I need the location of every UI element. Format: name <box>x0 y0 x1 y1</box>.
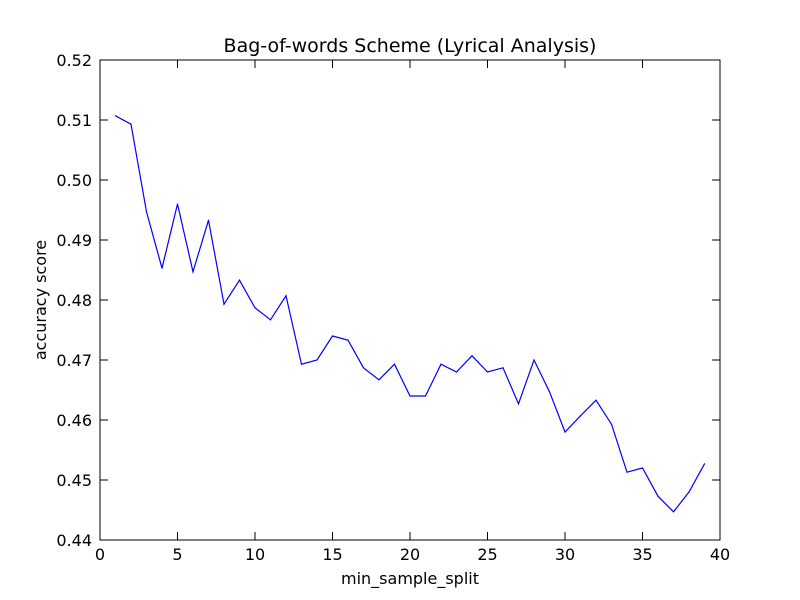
chart-title: Bag-of-words Scheme (Lyrical Analysis) <box>224 35 597 57</box>
data-point <box>254 307 256 309</box>
data-point <box>269 319 272 321</box>
data-point <box>176 203 179 205</box>
x-axis-title: min_sample_split <box>341 569 479 589</box>
x-tick-label: 40 <box>710 545 730 564</box>
data-point <box>610 423 613 425</box>
data-point <box>192 271 194 273</box>
x-tick-label: 35 <box>632 545 652 564</box>
data-point <box>672 511 675 513</box>
data-point <box>626 471 628 473</box>
data-point <box>564 431 566 433</box>
x-tick-label: 20 <box>400 545 420 564</box>
data-point <box>579 415 582 417</box>
y-tick-label: 0.49 <box>56 231 92 250</box>
y-tick-label: 0.48 <box>56 291 92 310</box>
data-point <box>517 403 520 405</box>
y-tick-label: 0.45 <box>56 471 92 490</box>
data-point <box>409 395 411 397</box>
data-point <box>347 339 349 341</box>
plot-frame <box>99 59 721 541</box>
data-point <box>455 371 458 373</box>
x-tick-label: 10 <box>245 545 265 564</box>
y-tick-label: 0.47 <box>56 351 92 370</box>
y-tick-label: 0.46 <box>56 411 92 430</box>
data-point <box>331 335 334 337</box>
y-tick-label: 0.50 <box>56 171 92 190</box>
data-point <box>688 491 690 493</box>
data-point <box>486 371 489 373</box>
data-point <box>440 363 442 365</box>
x-tick-label: 25 <box>477 545 497 564</box>
plot-area <box>100 60 720 540</box>
data-point <box>533 359 535 361</box>
data-point <box>114 115 117 117</box>
data-point <box>130 123 132 125</box>
data-point <box>362 367 365 369</box>
data-point <box>424 395 427 397</box>
data-point <box>641 467 644 469</box>
data-point <box>471 355 473 357</box>
data-point <box>300 363 303 365</box>
data-point <box>285 295 287 297</box>
x-tick-label: 0 <box>95 545 105 564</box>
data-point <box>393 363 396 365</box>
data-point <box>161 267 163 269</box>
data-point <box>223 303 225 305</box>
y-tick-label: 0.52 <box>56 51 92 70</box>
data-point <box>378 379 380 381</box>
x-tick-label: 30 <box>555 545 575 564</box>
data-point <box>657 495 659 497</box>
data-point <box>548 391 551 393</box>
x-tick-label: 15 <box>322 545 342 564</box>
series-points <box>114 115 706 513</box>
data-point <box>316 359 318 361</box>
y-tick-label: 0.44 <box>56 531 92 550</box>
data-point <box>595 399 597 401</box>
y-axis-title: accuracy score <box>31 240 50 360</box>
x-tick-label: 5 <box>172 545 182 564</box>
data-point <box>207 219 210 221</box>
data-point <box>238 279 241 281</box>
data-point <box>502 367 504 369</box>
data-point <box>145 211 148 213</box>
y-tick-label: 0.51 <box>56 111 92 130</box>
data-point <box>703 463 706 465</box>
axis-tick-labels: 0 5 10 15 20 25 30 35 40 0.44 0.45 0.46 0.47 0.48 0.49… <box>56 51 730 564</box>
